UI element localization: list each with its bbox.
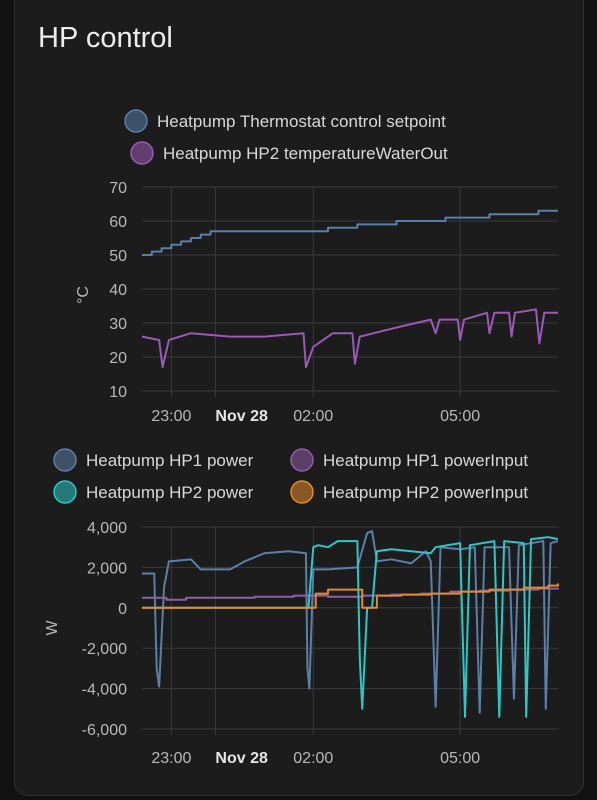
y-tick-label: 4,000 <box>87 520 127 537</box>
legend-item-water-out[interactable]: Heatpump HP2 temperatureWaterOut <box>130 141 448 165</box>
x-ticks: 23:00 Nov 28 02:00 05:00 <box>151 750 480 767</box>
series-line-0-1 <box>141 308 558 369</box>
y-tick-label: 20 <box>109 350 127 367</box>
legend-label-hp2-input: Heatpump HP2 powerInput <box>323 483 528 502</box>
legend-swatch-hp1-power <box>53 448 77 472</box>
legend-label-hp1-input: Heatpump HP1 powerInput <box>323 451 528 470</box>
legend-item-hp1-power[interactable]: Heatpump HP1 power <box>53 448 254 472</box>
y-tick-label: 40 <box>109 282 127 299</box>
legend-item-setpoint[interactable]: Heatpump Thermostat control setpoint <box>124 109 446 133</box>
y-tick-label: -2,000 <box>82 641 127 658</box>
y-ticks: 70 60 50 40 30 20 10 <box>109 180 127 401</box>
y-axis-label: W <box>44 620 61 636</box>
legend-swatch-water-out <box>130 141 154 165</box>
y-ticks: 4,000 2,000 0 -2,000 -4,000 -6,000 <box>82 520 127 739</box>
y-tick-label: 70 <box>109 180 127 197</box>
legend-item-hp1-input[interactable]: Heatpump HP1 powerInput <box>290 448 528 472</box>
legend-swatch-hp2-input <box>290 480 314 504</box>
legend-item-hp2-input[interactable]: Heatpump HP2 powerInput <box>290 480 528 504</box>
y-tick-label: 50 <box>109 248 127 265</box>
y-tick-label: 30 <box>109 316 127 333</box>
legend-item-hp2-power[interactable]: Heatpump HP2 power <box>53 480 254 504</box>
card-title: HP control <box>38 22 173 54</box>
y-tick-label: 10 <box>109 384 127 401</box>
series-lines <box>142 530 559 718</box>
series-lines <box>141 209 558 369</box>
x-tick-label: Nov 28 <box>215 750 268 767</box>
x-tick-label: 05:00 <box>440 750 480 767</box>
legend-swatch-hp2-power <box>53 480 77 504</box>
series-line-1-3 <box>142 583 559 609</box>
x-ticks: 23:00 Nov 28 02:00 05:00 <box>151 408 480 425</box>
hp-control-card <box>14 0 584 796</box>
y-tick-label: 0 <box>118 601 127 618</box>
series-line-1-2 <box>142 536 559 718</box>
legend-swatch-hp1-input <box>290 448 314 472</box>
legend-label-setpoint: Heatpump Thermostat control setpoint <box>157 112 446 131</box>
y-tick-label: -4,000 <box>82 682 127 699</box>
x-tick-label: 23:00 <box>151 750 191 767</box>
power-chart: Heatpump HP1 power Heatpump HP1 powerInp… <box>44 448 559 767</box>
x-tick-label: 05:00 <box>440 408 480 425</box>
grid <box>142 186 558 397</box>
temperature-chart: Heatpump Thermostat control setpoint Hea… <box>75 109 558 425</box>
y-tick-label: 2,000 <box>87 560 127 577</box>
legend-label-water-out: Heatpump HP2 temperatureWaterOut <box>163 144 448 163</box>
x-tick-label: 02:00 <box>293 750 333 767</box>
x-tick-label: 23:00 <box>151 408 191 425</box>
legend-label-hp1-power: Heatpump HP1 power <box>86 451 254 470</box>
series-line-0-0 <box>142 209 558 256</box>
x-tick-label: Nov 28 <box>215 408 268 425</box>
legend-label-hp2-power: Heatpump HP2 power <box>86 483 254 502</box>
legend-swatch-setpoint <box>124 109 148 133</box>
y-tick-label: 60 <box>109 214 127 231</box>
y-tick-label: -6,000 <box>82 722 127 739</box>
y-axis-label: °C <box>75 286 92 304</box>
x-tick-label: 02:00 <box>293 408 333 425</box>
